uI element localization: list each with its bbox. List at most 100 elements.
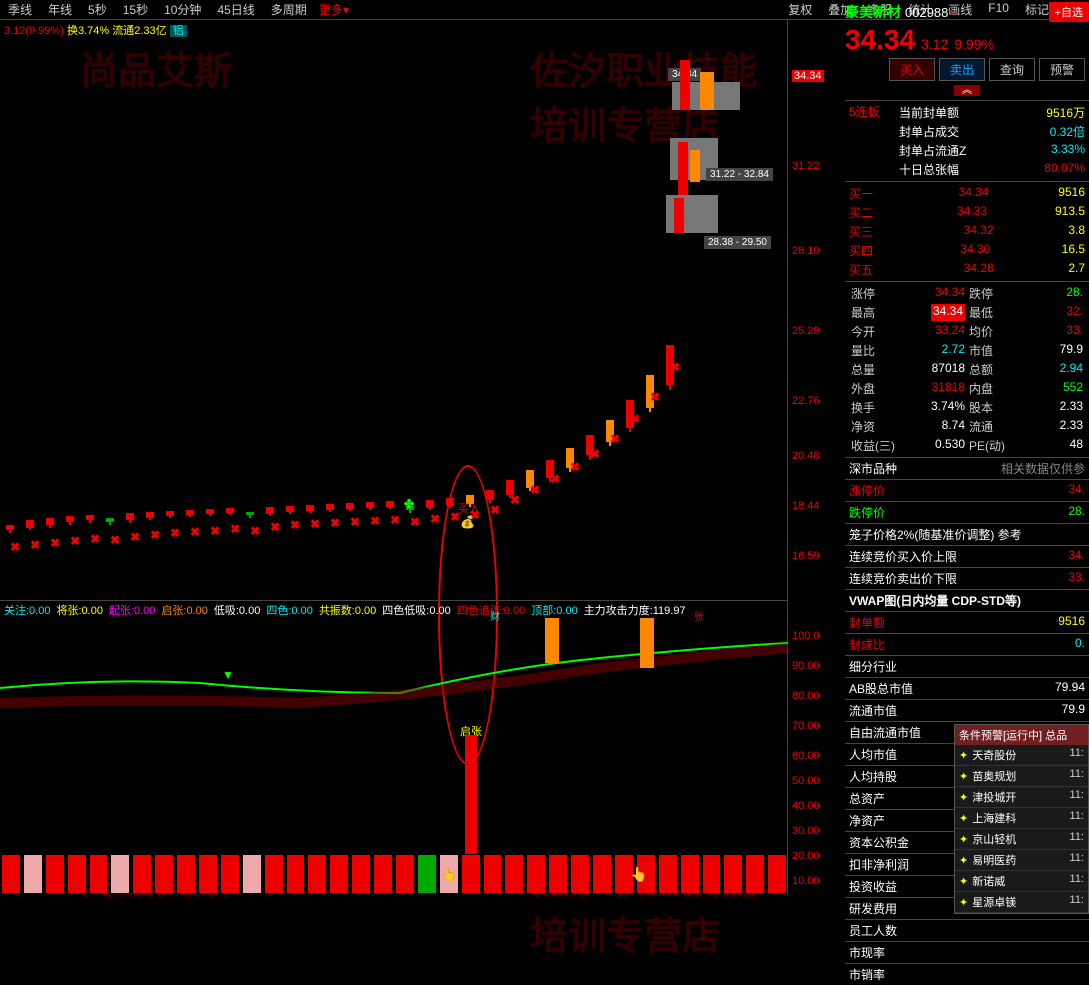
indicator-box: [110, 854, 130, 894]
indicator-box: [526, 854, 546, 894]
x-marker: ✖: [670, 360, 680, 374]
bid-row[interactable]: 买五34.282.7: [849, 260, 1085, 279]
candle: [66, 516, 74, 522]
alert-item[interactable]: ✦星源卓镁11:: [955, 892, 1088, 913]
info-row: 流通市值79.9: [845, 699, 1089, 721]
bid-row[interactable]: 买一34.349516: [849, 184, 1085, 203]
y-tick-label: 90.00: [792, 660, 820, 672]
menu-item[interactable]: 45日线: [209, 0, 262, 20]
bid-row[interactable]: 买三34.323.8: [849, 222, 1085, 241]
price-label: 28.38 - 29.50: [704, 236, 771, 249]
collapse-icon[interactable]: ︽: [954, 85, 980, 96]
candle: [674, 198, 684, 233]
spike-bar: [465, 735, 477, 868]
info-row: 员工人数: [845, 919, 1089, 941]
bottom-indicator-boxes: [0, 853, 788, 895]
indicator-value: 共振数:0.00: [319, 605, 376, 617]
candle: [86, 515, 94, 520]
indicator-box: [23, 854, 43, 894]
x-marker: ✖: [30, 538, 40, 552]
money-icon: 💰: [460, 515, 475, 529]
price-label: 31.22 - 32.84: [706, 168, 773, 181]
volume-bar: [640, 618, 654, 668]
indicator-box: [89, 854, 109, 894]
curve-green: [0, 643, 788, 693]
lianban-block: 5连板 当前封单额9516万封单占成交0.32倍封单占流通Z3.33%十日总张幅…: [845, 100, 1089, 181]
x-marker: ✖: [630, 412, 640, 426]
y-tick-label: 10.00: [792, 875, 820, 887]
sell-button[interactable]: 卖出: [939, 58, 985, 81]
alert-item[interactable]: ✦京山轻机11:: [955, 829, 1088, 850]
x-marker: ✖: [110, 533, 120, 547]
alert-item[interactable]: ✦津投城开11:: [955, 787, 1088, 808]
alert-item[interactable]: ✦易明医药11:: [955, 850, 1088, 871]
x-marker: ✖: [650, 390, 660, 404]
alert-item[interactable]: ✦新诺威11:: [955, 871, 1088, 892]
x-marker: ✖: [350, 515, 360, 529]
candle: [306, 505, 314, 511]
info-row: 市现率: [845, 941, 1089, 963]
alert-item[interactable]: ✦上海建科11:: [955, 808, 1088, 829]
menu-item[interactable]: 更多▾: [315, 0, 353, 20]
candle: [426, 500, 434, 508]
menu-item[interactable]: 10分钟: [156, 0, 209, 20]
x-marker: ✖: [190, 525, 200, 539]
stat-row: 今开33.24均价33.: [849, 322, 1085, 341]
x-marker: ✖: [570, 460, 580, 474]
indicator-box: [264, 854, 284, 894]
x-marker: ✖: [130, 530, 140, 544]
stat-row: 涨停34.34跌停28.: [849, 284, 1085, 303]
pointer-icon: 👆: [630, 866, 647, 883]
sub-chart[interactable]: ▼ 财 张 启张: [0, 618, 788, 868]
x-marker: ✖: [210, 524, 220, 538]
candle: [106, 518, 114, 522]
x-marker: ✖: [510, 493, 520, 507]
indicator-box: [570, 854, 590, 894]
buy-button[interactable]: 买入: [889, 58, 935, 81]
menu-item[interactable]: 季线: [0, 0, 40, 20]
info-row: 十日总张幅80.07%: [899, 160, 1085, 179]
price-change: 3.12: [921, 36, 948, 52]
candle: [446, 498, 454, 506]
indicator-box: [307, 854, 327, 894]
stock-code: 002988: [905, 5, 948, 20]
info-row: 封单占流通Z3.33%: [899, 141, 1085, 160]
chart-panel: 3.12(9.99%) 换3.74% 流通2.33亿 铝 尚品艾斯 佐汐职业技能…: [0, 20, 788, 895]
x-marker: ✖: [230, 522, 240, 536]
x-marker: ✖: [590, 447, 600, 461]
x-marker: ✖: [10, 540, 20, 554]
x-marker: ✖: [390, 513, 400, 527]
stat-row: 换手3.74%股本2.33: [849, 398, 1085, 417]
y-tick-label: 20.00: [792, 850, 820, 862]
candlestick-chart[interactable]: ✖✖✖✖✖✖✖✖✖✖✖✖✖✖✖✖✖✖✖✖✖✖✖✖✖✖✖✖✖✖✖✖✖✖: [0, 50, 788, 550]
menu-item[interactable]: 15秒: [115, 0, 156, 20]
bid-row[interactable]: 买二34.33913.5: [849, 203, 1085, 222]
indicator-value: 将张:0.00: [56, 605, 102, 617]
x-marker: ✖: [530, 483, 540, 497]
add-watchlist-button[interactable]: +自选: [1049, 2, 1089, 22]
menu-item[interactable]: 年线: [40, 0, 80, 20]
menu-item[interactable]: 5秒: [80, 0, 115, 20]
alert-button[interactable]: 预警: [1039, 58, 1085, 81]
alert-item[interactable]: ✦天奇股份11:: [955, 745, 1088, 766]
menu-item[interactable]: 复权: [780, 0, 820, 20]
info-row: 当前封单额9516万: [899, 103, 1085, 122]
x-marker: ✖: [550, 472, 560, 486]
alert-title: 条件预警[运行中] 总品: [955, 725, 1088, 745]
alert-item[interactable]: ✦苗奥规划11:: [955, 766, 1088, 787]
info-row: 封成比0.: [845, 633, 1089, 655]
indicator-box: [132, 854, 152, 894]
info-row: 涨停价34.: [845, 479, 1089, 501]
candle: [186, 510, 194, 515]
menu-item[interactable]: 多周期: [263, 0, 315, 20]
bid-row[interactable]: 买四34.3016.5: [849, 241, 1085, 260]
indicator-box: [198, 854, 218, 894]
indicator-box: [658, 854, 678, 894]
alert-popup[interactable]: 条件预警[运行中] 总品 ✦天奇股份11:✦苗奥规划11:✦津投城开11:✦上海…: [954, 724, 1089, 914]
marker: 张: [694, 608, 704, 623]
indicator-value: 四色低吸:0.00: [382, 605, 450, 617]
indicator-box: [1, 854, 21, 894]
info-row: 笼子价格2%(随基准价调整) 参考: [845, 523, 1089, 545]
query-button[interactable]: 查询: [989, 58, 1035, 81]
info-row: 封单额9516: [845, 611, 1089, 633]
